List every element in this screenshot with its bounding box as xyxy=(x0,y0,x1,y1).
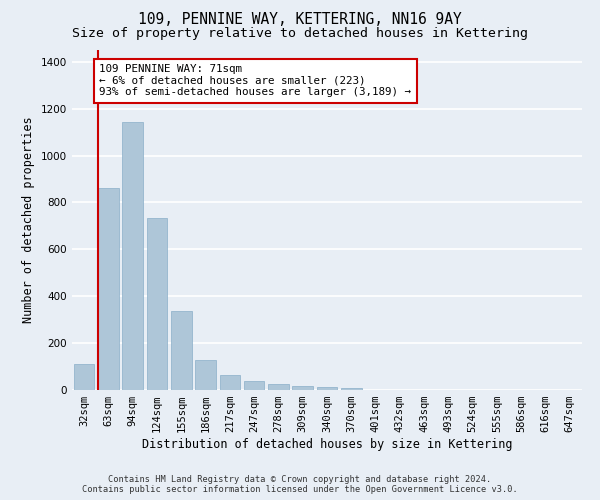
X-axis label: Distribution of detached houses by size in Kettering: Distribution of detached houses by size … xyxy=(142,438,512,451)
Bar xyxy=(98,188,119,390)
Bar xyxy=(220,375,240,390)
Bar xyxy=(317,387,337,390)
Text: 109 PENNINE WAY: 71sqm
← 6% of detached houses are smaller (223)
93% of semi-det: 109 PENNINE WAY: 71sqm ← 6% of detached … xyxy=(99,64,411,98)
Bar xyxy=(341,388,362,390)
Bar xyxy=(244,382,265,390)
Bar xyxy=(146,218,167,390)
Bar xyxy=(268,384,289,390)
Bar xyxy=(171,312,191,390)
Bar xyxy=(74,364,94,390)
Bar xyxy=(195,360,216,390)
Text: Contains HM Land Registry data © Crown copyright and database right 2024.
Contai: Contains HM Land Registry data © Crown c… xyxy=(82,474,518,494)
Text: 109, PENNINE WAY, KETTERING, NN16 9AY: 109, PENNINE WAY, KETTERING, NN16 9AY xyxy=(138,12,462,28)
Bar xyxy=(292,386,313,390)
Text: Size of property relative to detached houses in Kettering: Size of property relative to detached ho… xyxy=(72,28,528,40)
Y-axis label: Number of detached properties: Number of detached properties xyxy=(22,116,35,324)
Bar xyxy=(122,122,143,390)
